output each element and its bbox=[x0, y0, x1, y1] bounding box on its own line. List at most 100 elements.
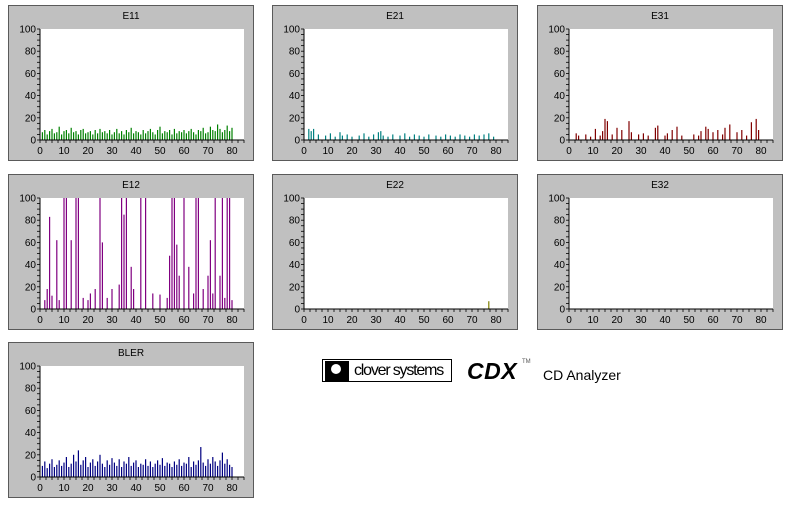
bar bbox=[109, 464, 111, 477]
bar bbox=[642, 133, 644, 140]
chart-svg: 0 20 40 60 80 100 0 10 20 30 40 50 60 70 80 bbox=[283, 194, 509, 326]
bar bbox=[130, 465, 132, 477]
bar bbox=[392, 134, 394, 140]
x-tick-label: 10 bbox=[587, 315, 599, 326]
bar bbox=[161, 133, 163, 140]
bar bbox=[166, 462, 168, 477]
y-tick-label: 40 bbox=[25, 428, 37, 439]
bar bbox=[399, 135, 401, 140]
y-tick-label: 60 bbox=[554, 238, 566, 249]
bar bbox=[229, 464, 231, 477]
plot-area bbox=[40, 29, 244, 140]
bar bbox=[58, 300, 60, 309]
bar bbox=[712, 132, 714, 140]
chart-title: E11 bbox=[122, 11, 140, 22]
bar bbox=[722, 134, 724, 140]
bar bbox=[89, 131, 91, 140]
x-tick-label: 40 bbox=[394, 146, 406, 157]
y-tick-label: 0 bbox=[30, 473, 36, 484]
bar bbox=[137, 467, 139, 477]
bar bbox=[693, 134, 695, 140]
bar bbox=[176, 244, 178, 309]
bar bbox=[104, 131, 106, 140]
bar bbox=[166, 297, 168, 309]
chart-title: E22 bbox=[386, 180, 404, 191]
bar bbox=[169, 255, 171, 309]
bar bbox=[101, 463, 103, 477]
x-tick-label: 70 bbox=[202, 315, 214, 326]
x-tick-label: 10 bbox=[322, 315, 334, 326]
x-tick-label: 20 bbox=[82, 315, 94, 326]
x-tick-label: 50 bbox=[154, 146, 166, 157]
bar bbox=[700, 131, 702, 140]
bar bbox=[65, 457, 67, 477]
bar bbox=[94, 289, 96, 309]
y-tick-label: 60 bbox=[554, 69, 566, 80]
x-tick-label: 0 bbox=[566, 146, 572, 157]
bar bbox=[164, 465, 166, 477]
bar bbox=[190, 467, 192, 477]
bar bbox=[157, 130, 159, 140]
bar bbox=[99, 198, 101, 309]
bar bbox=[707, 128, 709, 140]
product-subtitle: CD Analyzer bbox=[543, 367, 621, 383]
bar bbox=[49, 131, 51, 140]
bar bbox=[387, 136, 389, 140]
bar bbox=[578, 135, 580, 140]
bar bbox=[176, 464, 178, 477]
bar bbox=[207, 132, 209, 140]
bar bbox=[121, 467, 123, 477]
x-tick-label: 80 bbox=[226, 315, 238, 326]
x-tick-label: 20 bbox=[346, 146, 358, 157]
bar bbox=[214, 461, 216, 477]
bar bbox=[92, 459, 94, 477]
plot-area bbox=[304, 198, 508, 309]
bar bbox=[77, 450, 79, 477]
bar bbox=[75, 198, 77, 309]
bar bbox=[200, 131, 202, 140]
bar bbox=[123, 461, 125, 477]
x-tick-label: 10 bbox=[587, 146, 599, 157]
bar bbox=[63, 131, 65, 140]
bar bbox=[654, 127, 656, 140]
bar bbox=[118, 133, 120, 140]
y-tick-label: 20 bbox=[554, 113, 566, 124]
plot-area bbox=[569, 198, 773, 309]
bar bbox=[681, 135, 683, 140]
bar bbox=[123, 134, 125, 140]
bar bbox=[94, 130, 96, 140]
y-tick-label: 40 bbox=[554, 260, 566, 271]
chart-svg: 0 20 40 60 80 100 0 10 20 30 40 50 60 70 80 bbox=[283, 25, 509, 157]
bar bbox=[49, 463, 51, 477]
x-tick-label: 70 bbox=[731, 315, 743, 326]
bar bbox=[195, 134, 197, 140]
y-tick-label: 40 bbox=[289, 260, 301, 271]
bar bbox=[149, 461, 151, 477]
bar bbox=[142, 464, 144, 477]
bar bbox=[65, 130, 67, 140]
bar bbox=[164, 131, 166, 140]
x-tick-label: 80 bbox=[490, 315, 502, 326]
bar bbox=[73, 454, 75, 477]
y-tick-label: 80 bbox=[25, 216, 37, 227]
bar bbox=[478, 135, 480, 140]
bar bbox=[212, 457, 214, 477]
bar bbox=[606, 121, 608, 140]
bar bbox=[68, 467, 70, 477]
x-tick-label: 80 bbox=[490, 146, 502, 157]
bar bbox=[166, 132, 168, 140]
x-tick-label: 60 bbox=[442, 146, 454, 157]
bar bbox=[325, 135, 327, 140]
bar bbox=[128, 132, 130, 140]
bar bbox=[154, 463, 156, 477]
bar bbox=[118, 459, 120, 477]
bar bbox=[229, 131, 231, 140]
bar bbox=[440, 136, 442, 140]
bar bbox=[611, 134, 613, 140]
bar bbox=[125, 198, 127, 309]
bar bbox=[214, 131, 216, 140]
bar bbox=[75, 461, 77, 477]
bar bbox=[193, 132, 195, 140]
bar bbox=[58, 460, 60, 477]
bar bbox=[219, 275, 221, 309]
